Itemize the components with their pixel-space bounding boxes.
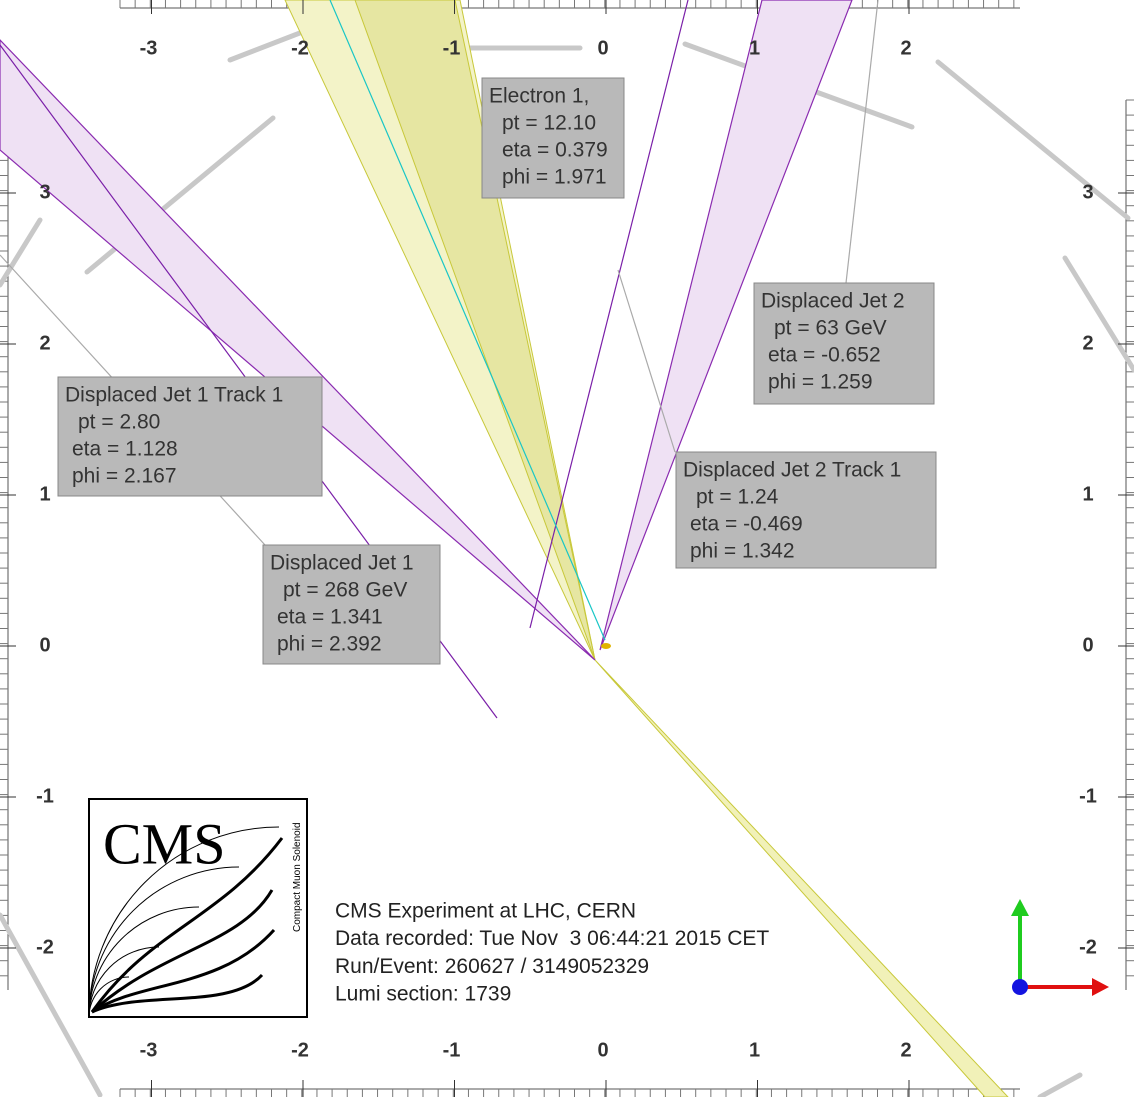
annotation: Displaced Jet 2 Track 1 pt = 1.24 eta = -0… bbox=[675, 451, 937, 569]
annotation-line: eta = 0.379 bbox=[502, 139, 608, 162]
y-tick-label-right: 3 bbox=[1082, 181, 1093, 203]
annotation-boxes: Electron 1, pt = 12.10 eta = 0.379 phi = 1.… bbox=[57, 77, 937, 665]
y-tick-label-right: 0 bbox=[1082, 634, 1093, 656]
annotation-line: phi = 1.971 bbox=[502, 166, 607, 189]
annotation-box bbox=[262, 544, 441, 665]
annotation: Displaced Jet 1 Track 1 pt = 2.80 eta = 1.… bbox=[57, 376, 323, 497]
x-tick-label-top: 1 bbox=[749, 37, 760, 59]
x-tick-label-top: -2 bbox=[291, 37, 309, 59]
y-tick-label-left: 1 bbox=[39, 483, 50, 505]
x-tick-label-bottom: -3 bbox=[140, 1039, 158, 1061]
event-info: CMS Experiment at LHC, CERN Data recorded… bbox=[335, 900, 769, 1006]
annotation: Displaced Jet 2 pt = 63 GeV eta = -0.652 ph… bbox=[753, 282, 935, 405]
logo-subtitle: Compact Muon Solenoid bbox=[292, 822, 303, 932]
x-tick-label-bottom: 1 bbox=[749, 1039, 760, 1061]
annotation-line: phi = 1.342 bbox=[690, 540, 795, 563]
info-line: Run/Event: 260627 / 3149052329 bbox=[335, 955, 649, 978]
x-tick-label-bottom: -2 bbox=[291, 1039, 309, 1061]
annotation-line: phi = 2.392 bbox=[277, 633, 382, 656]
annotation-line: phi = 1.259 bbox=[768, 371, 873, 394]
y-tick-label-left: -1 bbox=[36, 785, 54, 807]
info-line: Lumi section: 1739 bbox=[335, 983, 511, 1006]
x-tick-label-top: 2 bbox=[900, 37, 911, 59]
annotation-box bbox=[57, 376, 323, 497]
y-tick-label-left: 2 bbox=[39, 332, 50, 354]
y-tick-label-left: -2 bbox=[36, 936, 54, 958]
x-tick-label-top: -1 bbox=[443, 37, 461, 59]
annotation-line: pt = 12.10 bbox=[502, 112, 596, 135]
y-tick-label-right: 2 bbox=[1082, 332, 1093, 354]
x-tick-label-top: 0 bbox=[597, 37, 608, 59]
y-tick-label-right: -1 bbox=[1079, 785, 1097, 807]
annotation-box bbox=[675, 451, 937, 569]
annotation-line: pt = 63 GeV bbox=[774, 317, 887, 340]
cms-logo: CMS Compact Muon Solenoid bbox=[88, 798, 308, 1018]
annotation-line: Displaced Jet 1 bbox=[270, 552, 414, 575]
orientation-axes bbox=[1011, 899, 1109, 996]
info-line: Data recorded: Tue Nov 3 06:44:21 2015 C… bbox=[335, 927, 769, 950]
annotation-line: pt = 2.80 bbox=[78, 411, 160, 434]
annotation-box bbox=[481, 77, 625, 199]
y-tick-label-left: 3 bbox=[39, 181, 50, 203]
annotation-line: eta = -0.652 bbox=[768, 344, 881, 367]
annotation-line: Displaced Jet 2 bbox=[761, 290, 905, 313]
info-line: CMS Experiment at LHC, CERN bbox=[335, 900, 636, 923]
x-tick-label-top: -3 bbox=[140, 37, 158, 59]
rulers bbox=[7, 7, 1127, 1090]
annotation-line: Displaced Jet 1 Track 1 bbox=[65, 384, 283, 407]
annotation: Displaced Jet 1 pt = 268 GeV eta = 1.341 ph… bbox=[262, 544, 441, 665]
annotation-line: eta = 1.128 bbox=[72, 438, 178, 461]
annotation: Electron 1, pt = 12.10 eta = 0.379 phi = 1.… bbox=[481, 77, 625, 199]
y-tick-label-right: -2 bbox=[1079, 936, 1097, 958]
y-tick-label-right: 1 bbox=[1082, 483, 1093, 505]
annotation-line: Electron 1, bbox=[489, 85, 589, 108]
annotation-line: pt = 268 GeV bbox=[283, 579, 407, 602]
jet-cones bbox=[0, 0, 1009, 1097]
logo-text: CMS bbox=[103, 811, 226, 876]
annotation-line: Displaced Jet 2 Track 1 bbox=[683, 459, 901, 482]
annotation-line: eta = 1.341 bbox=[277, 606, 383, 629]
annotation-line: phi = 2.167 bbox=[72, 465, 177, 488]
y-tick-label-left: 0 bbox=[39, 634, 50, 656]
annotation-line: eta = -0.469 bbox=[690, 513, 803, 536]
x-tick-label-bottom: -1 bbox=[443, 1039, 461, 1061]
annotation-line: pt = 1.24 bbox=[696, 486, 779, 509]
x-tick-label-bottom: 2 bbox=[900, 1039, 911, 1061]
x-tick-label-bottom: 0 bbox=[597, 1039, 608, 1061]
annotation-box bbox=[753, 282, 935, 405]
